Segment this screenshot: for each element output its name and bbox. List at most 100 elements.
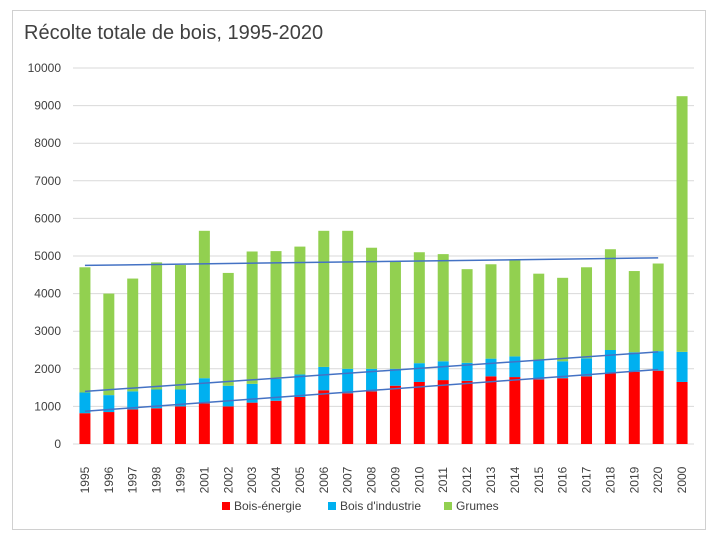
legend-swatch	[222, 502, 230, 510]
bar-segment	[342, 368, 354, 394]
bar-segment	[366, 368, 378, 392]
x-tick-label: 2003	[245, 466, 259, 493]
bar-segment	[318, 390, 330, 444]
bar-segment	[294, 397, 306, 444]
bar-segment	[581, 358, 593, 377]
legend-label: Grumes	[456, 499, 499, 513]
bar-segment	[127, 409, 139, 444]
trendline	[84, 368, 659, 413]
bar-segment	[151, 408, 163, 444]
bar-segment	[652, 263, 664, 352]
y-tick-label: 1000	[34, 399, 61, 413]
bar-segment	[533, 360, 545, 380]
bar-segment	[437, 361, 449, 381]
x-tick-label: 2019	[627, 466, 641, 493]
x-tick-label: 2004	[269, 466, 283, 493]
bar-segment	[509, 377, 521, 444]
bar-segment	[366, 391, 378, 444]
x-tick-label: 2016	[556, 466, 570, 493]
legend-label: Bois d'industrie	[340, 499, 421, 513]
bar-segment	[604, 373, 616, 444]
legend-label: Bois-énergie	[234, 499, 302, 513]
x-tick-label: 2000	[675, 466, 689, 493]
bar-segment	[557, 361, 569, 379]
y-tick-label: 7000	[34, 174, 61, 188]
bar-segment	[151, 262, 163, 390]
y-tick-label: 6000	[34, 211, 61, 225]
x-tick-label: 2001	[197, 466, 211, 493]
bar-segment	[413, 252, 425, 364]
bar-segment	[557, 277, 569, 362]
bar-segment	[198, 378, 210, 404]
y-tick-label: 5000	[34, 249, 61, 263]
bar-segment	[127, 278, 139, 392]
bar-segment	[676, 381, 688, 444]
bar-segment	[318, 366, 330, 391]
y-tick-label: 8000	[34, 136, 61, 150]
legend-swatch	[444, 502, 452, 510]
bar-segment	[342, 230, 354, 369]
bar-segment	[389, 261, 401, 369]
bar-segment	[127, 391, 139, 410]
bar-segment	[485, 358, 497, 377]
bar-segment	[270, 400, 282, 444]
bar-segment	[246, 383, 258, 403]
bar-segment	[79, 267, 91, 393]
x-tick-label: 2018	[603, 466, 617, 493]
bar-segment	[628, 271, 640, 353]
bar-segment	[79, 392, 91, 414]
x-tick-label: 2014	[508, 466, 522, 493]
y-tick-label: 4000	[34, 287, 61, 301]
bar-segment	[676, 96, 688, 352]
x-tick-label: 2006	[317, 466, 331, 493]
bar-segment	[103, 412, 115, 444]
legend: Bois-énergie Bois d'industrie Grumes	[222, 499, 499, 513]
x-tick-label: 1997	[126, 466, 140, 493]
bar-segment	[198, 230, 210, 379]
bar-segment	[294, 246, 306, 375]
bar-segment	[270, 378, 282, 401]
bar-segment	[485, 376, 497, 444]
bar-segment	[198, 403, 210, 444]
x-tick-label: 1999	[173, 466, 187, 493]
bar-segment	[652, 351, 664, 371]
bar-segment	[174, 389, 186, 407]
trendlines	[84, 257, 659, 413]
x-tick-label: 2002	[221, 466, 235, 493]
bar-segment	[342, 393, 354, 444]
y-tick-label: 3000	[34, 324, 61, 338]
bar-segment	[389, 385, 401, 444]
bar-segment	[581, 267, 593, 359]
bar-segment	[437, 380, 449, 444]
bar-segment	[413, 363, 425, 382]
bar-segment	[294, 374, 306, 397]
bar-segment	[318, 230, 330, 367]
bar-segment	[246, 402, 258, 444]
bar-segment	[604, 350, 616, 374]
bar-segment	[461, 362, 473, 381]
x-tick-label: 2020	[651, 466, 665, 493]
bar-segment	[485, 264, 497, 359]
x-tick-label: 2008	[365, 466, 379, 493]
x-tick-label: 2009	[388, 466, 402, 493]
bar-segment	[389, 368, 401, 386]
bar-segment	[246, 251, 258, 384]
bar-segment	[103, 293, 115, 396]
bar-segment	[533, 273, 545, 361]
x-axis-tick-labels: 1995 1996 1997 1998 1999 2001 2002 2003 2004 2005…	[78, 466, 689, 493]
bar-segment	[581, 376, 593, 444]
x-tick-label: 2011	[436, 467, 450, 493]
bar-segment	[676, 351, 688, 382]
bar-segment	[557, 378, 569, 444]
bar-segment	[151, 389, 163, 409]
bar-segment	[437, 254, 449, 362]
x-tick-label: 2013	[484, 466, 498, 493]
x-tick-label: 2012	[460, 466, 474, 493]
bar-segment	[366, 247, 378, 369]
x-tick-label: 2010	[412, 466, 426, 493]
trendline	[84, 257, 659, 267]
bar-segment	[461, 269, 473, 363]
bar-segment	[174, 265, 186, 390]
x-tick-label: 2017	[580, 466, 594, 493]
y-axis-tick-labels: 0 1000 2000 3000 4000 5000 6000 7000 8000 9000 100…	[28, 61, 62, 451]
